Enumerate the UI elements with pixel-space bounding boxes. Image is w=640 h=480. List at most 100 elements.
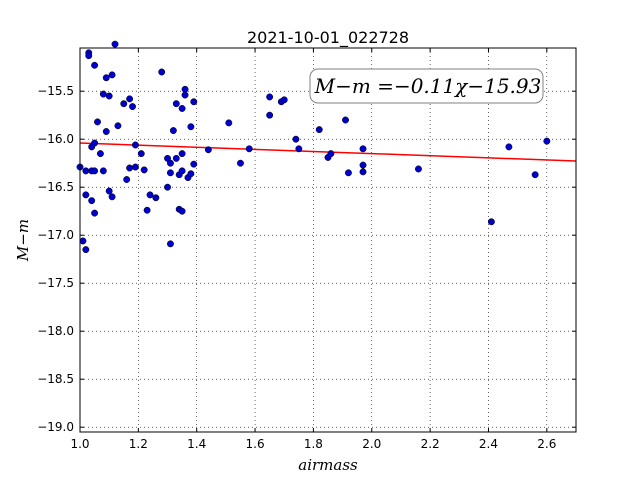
- y-tick-label: −15.5: [37, 84, 74, 98]
- annotation-box: [309, 68, 544, 104]
- data-point: [266, 111, 274, 119]
- data-point: [172, 100, 180, 108]
- data-point: [96, 150, 104, 158]
- x-tick-label: 2.0: [362, 437, 381, 451]
- data-point: [91, 167, 99, 175]
- data-point: [126, 164, 134, 172]
- data-point: [82, 167, 90, 175]
- data-point: [143, 206, 151, 214]
- data-point: [178, 105, 186, 112]
- data-point: [102, 128, 110, 135]
- data-point: [91, 209, 99, 217]
- data-point: [245, 145, 253, 153]
- x-tick-label: 2.4: [479, 437, 498, 451]
- data-point: [152, 194, 160, 202]
- data-point: [543, 137, 551, 145]
- data-point: [82, 191, 90, 199]
- data-point: [315, 126, 323, 134]
- data-point: [190, 98, 198, 106]
- data-point: [342, 116, 349, 124]
- data-point: [166, 159, 174, 167]
- data-point: [140, 166, 148, 174]
- data-point: [266, 93, 274, 101]
- y-axis-ticks: −15.5 −16.0 −16.5 −17.0 −17.5 −18.0 −18.5 −19.0: [37, 84, 576, 434]
- data-point: [131, 163, 139, 171]
- data-point: [178, 167, 186, 175]
- data-points: [76, 40, 551, 254]
- x-axis-ticks: 1.0 1.2 1.4 1.6 1.8 2.0 2.2 2.4 2.6: [70, 48, 556, 451]
- data-point: [111, 40, 119, 48]
- data-point: [88, 197, 96, 205]
- data-point: [414, 165, 422, 173]
- x-tick-label: 1.8: [304, 437, 323, 451]
- data-point: [82, 246, 90, 254]
- data-point: [190, 160, 198, 168]
- plot-area: [80, 48, 576, 432]
- y-tick-label: −17.0: [37, 228, 74, 242]
- y-axis-label: M−m: [14, 219, 32, 262]
- data-point: [158, 68, 166, 76]
- data-point: [105, 187, 113, 195]
- data-point: [169, 127, 177, 135]
- y-tick-label: −16.0: [37, 132, 74, 146]
- data-point: [102, 74, 110, 82]
- data-point: [187, 170, 195, 178]
- data-point: [280, 96, 288, 104]
- fit-equation-annotation: M−m =−0.11χ−15.93: [309, 68, 544, 104]
- data-point: [91, 139, 99, 147]
- y-tick-label: −17.5: [37, 276, 74, 290]
- data-point: [181, 85, 189, 93]
- data-point: [505, 143, 513, 151]
- y-tick-label: −18.0: [37, 324, 74, 338]
- data-point: [172, 154, 180, 162]
- data-point: [131, 141, 139, 149]
- data-point: [292, 135, 300, 143]
- data-point: [99, 167, 107, 175]
- data-point: [344, 169, 352, 177]
- x-axis-label: airmass: [298, 456, 358, 474]
- x-tick-label: 1.4: [187, 437, 206, 451]
- data-point: [129, 103, 136, 111]
- data-point: [225, 119, 233, 127]
- data-point: [137, 150, 145, 158]
- chart-title: 2021-10-01_022728: [247, 28, 409, 48]
- data-point: [359, 161, 367, 169]
- annotation-text: M−m =−0.11χ−15.93: [314, 74, 542, 98]
- data-point: [295, 145, 303, 153]
- data-point: [91, 61, 99, 69]
- x-tick-label: 1.0: [70, 437, 89, 451]
- x-tick-label: 2.6: [537, 437, 556, 451]
- x-tick-label: 1.2: [129, 437, 148, 451]
- data-point: [99, 90, 107, 98]
- data-point: [108, 71, 116, 79]
- data-point: [359, 168, 367, 176]
- x-tick-label: 1.6: [246, 437, 265, 451]
- data-point: [114, 122, 122, 130]
- plot-frame: [79, 47, 577, 433]
- data-point: [178, 207, 186, 215]
- data-point: [327, 150, 335, 158]
- x-tick-label: 2.2: [421, 437, 440, 451]
- data-point: [187, 123, 195, 131]
- y-tick-label: −18.5: [37, 372, 74, 386]
- data-point: [181, 91, 189, 99]
- y-tick-label: −19.0: [37, 420, 74, 434]
- data-point: [178, 150, 186, 158]
- y-tick-label: −16.5: [37, 180, 74, 194]
- data-point: [105, 92, 113, 100]
- data-point: [120, 100, 128, 108]
- gridlines: [79, 48, 576, 432]
- data-point: [166, 240, 174, 248]
- data-point: [164, 183, 171, 191]
- data-point: [85, 52, 93, 60]
- data-point: [146, 191, 154, 199]
- data-point: [123, 176, 131, 183]
- data-point: [531, 171, 539, 179]
- data-point: [126, 95, 134, 103]
- data-point: [79, 237, 87, 245]
- data-point: [108, 193, 116, 201]
- data-point: [487, 218, 495, 226]
- data-point: [237, 159, 244, 167]
- data-point: [204, 146, 212, 154]
